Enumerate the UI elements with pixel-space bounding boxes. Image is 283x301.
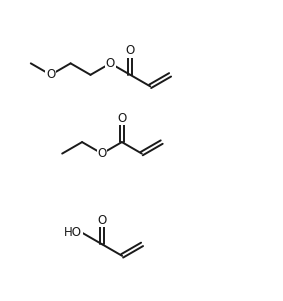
Text: O: O [126,44,135,57]
Text: HO: HO [64,226,82,239]
Text: O: O [46,68,55,81]
Text: O: O [117,112,127,125]
Text: O: O [97,147,107,160]
Text: O: O [98,214,107,227]
Text: O: O [106,57,115,70]
